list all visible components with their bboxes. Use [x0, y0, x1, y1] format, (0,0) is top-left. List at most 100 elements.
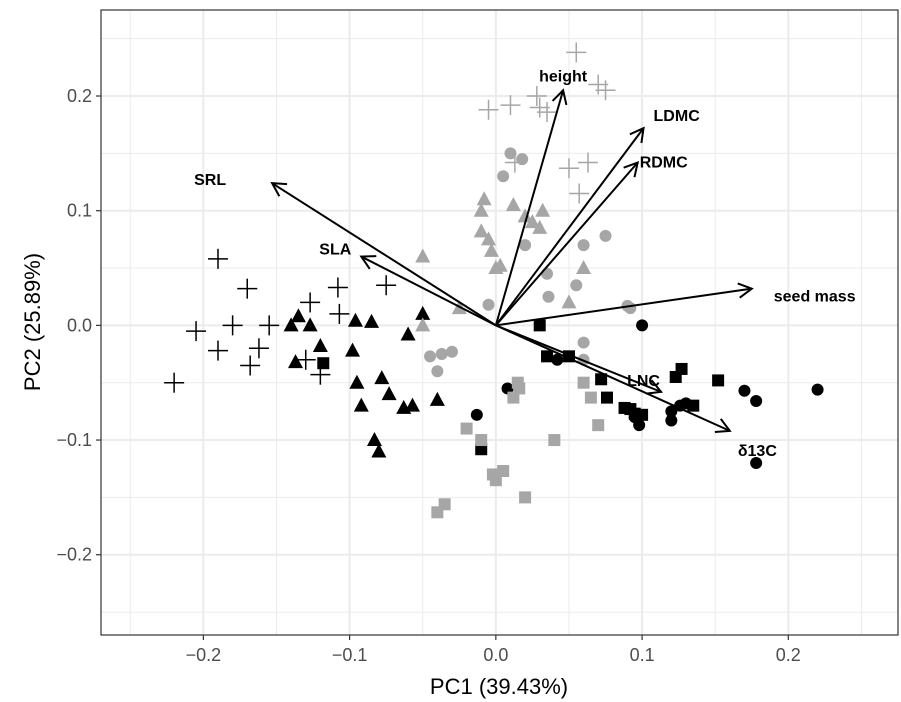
black-circle-point: [551, 353, 564, 366]
loading-vector-arrowhead: [270, 182, 288, 197]
grey-plus-point: [566, 42, 587, 63]
black-plus-point: [237, 278, 258, 299]
loading-label: LDMC: [654, 108, 701, 125]
black-triangle-point: [287, 354, 303, 369]
grey-triangle-point: [473, 202, 489, 217]
black-square-point: [595, 373, 608, 386]
loading-vector-line: [494, 90, 565, 326]
grey-triangle-point: [415, 317, 431, 332]
black-circle-point: [501, 382, 514, 395]
grey-triangle-point: [505, 196, 521, 211]
black-plus-point: [222, 315, 243, 336]
black-triangle-point: [364, 313, 380, 328]
grey-square-point: [577, 376, 590, 389]
grey-circle-point: [570, 279, 583, 292]
y-tick-label: 0.1: [67, 201, 92, 221]
grey-triangle-point: [476, 191, 492, 206]
black-plus-point: [376, 275, 397, 296]
black-triangle-point: [347, 312, 363, 327]
loading-vectors: height LDMC RDMC SRL SLA seed mass LNC δ13C: [194, 68, 856, 460]
x-tick-label: −0.1: [332, 645, 368, 665]
loading-vector-arrowhead: [629, 126, 645, 144]
grey-triangle-point: [532, 219, 548, 234]
black-plus-point: [327, 277, 348, 298]
x-tick-label: 0.0: [483, 645, 508, 665]
black-plus-point: [207, 248, 228, 269]
grey-plus-point: [595, 80, 616, 101]
black-triangle-point: [366, 432, 382, 447]
loading-label: SLA: [319, 242, 351, 259]
black-circle-point: [750, 395, 763, 408]
black-circle-point: [750, 456, 763, 469]
grey-circle-point: [424, 350, 437, 363]
black-triangle-point: [283, 317, 299, 332]
panel-border: [100, 9, 899, 636]
grey-circle-point: [519, 239, 532, 252]
grey-plus-point: [558, 158, 579, 179]
grey-triangle-point: [517, 208, 533, 223]
black-plus-point: [164, 372, 185, 393]
y-tick-label: −0.1: [56, 430, 92, 450]
grey-plus-point: [537, 102, 558, 123]
black-circle-point: [665, 405, 678, 418]
black-triangle-point: [400, 326, 416, 341]
loading-vector-arrowhead: [714, 418, 732, 434]
black-square-point: [541, 350, 554, 363]
grey-circle-point: [624, 302, 637, 315]
black-plus-point: [186, 321, 207, 342]
x-tick-label: 0.2: [776, 645, 801, 665]
grey-circle-point: [497, 170, 510, 183]
loading-vector-line: [495, 161, 639, 327]
loading-vector-arrowhead: [737, 282, 754, 299]
grey-square-point: [460, 422, 473, 435]
y-tick-label: 0.0: [67, 315, 92, 335]
black-circle-point: [633, 419, 646, 432]
black-triangle-point: [404, 397, 420, 412]
black-plus-point: [240, 355, 261, 376]
grey-triangle-point: [524, 214, 540, 229]
grey-square-point: [489, 474, 502, 487]
black-circle-point: [738, 384, 751, 397]
black-circle-point: [665, 414, 678, 427]
grey-triangle-point: [481, 231, 497, 246]
loading-vector-arrowhead: [551, 88, 568, 106]
grey-circle-point: [435, 348, 448, 361]
black-triangle-point: [353, 397, 369, 412]
grey-plus-point: [478, 99, 499, 120]
grey-triangle-point: [492, 257, 508, 272]
loading-vector-arrowhead: [646, 379, 664, 395]
grey-circle-point: [431, 365, 444, 378]
black-plus-point: [207, 340, 228, 361]
black-circle-point: [470, 408, 483, 421]
black-triangle-point: [381, 386, 397, 401]
black-square-point: [600, 391, 613, 404]
grey-triangle-point: [576, 260, 592, 275]
loading-label: seed mass: [774, 289, 856, 306]
grey-circle-point: [445, 345, 458, 358]
grey-square-point: [519, 491, 532, 504]
grey-circle-point: [577, 336, 590, 349]
loading-vector-line: [360, 255, 497, 327]
y-tick-label: −0.2: [56, 545, 92, 565]
black-triangle-point: [374, 370, 390, 385]
loading-label: height: [539, 68, 588, 85]
grey-plus-point: [526, 86, 547, 107]
black-triangle-point: [312, 338, 328, 353]
grey-triangle-point: [535, 202, 551, 217]
loading-label: SRL: [194, 172, 226, 189]
loading-label: δ13C: [738, 443, 778, 460]
axes: −0.2 −0.1 0.0 0.1 0.2 −0.2 −0.1 0.0 0.1 0.2: [56, 86, 800, 665]
loading-label: RDMC: [640, 155, 688, 172]
x-tick-label: 0.1: [630, 645, 655, 665]
grey-triangle-point: [561, 294, 577, 309]
grey-square-point: [497, 465, 510, 478]
grey-circle-point: [541, 267, 554, 280]
loading-vector-line: [495, 324, 731, 432]
x-axis-title: PC1 (39.43%): [430, 674, 568, 699]
grey-circle-point: [516, 153, 529, 166]
grey-square-point: [507, 391, 520, 404]
black-square-point: [317, 357, 330, 370]
grey-circle-point: [482, 298, 495, 311]
grey-plus-point: [569, 183, 590, 204]
